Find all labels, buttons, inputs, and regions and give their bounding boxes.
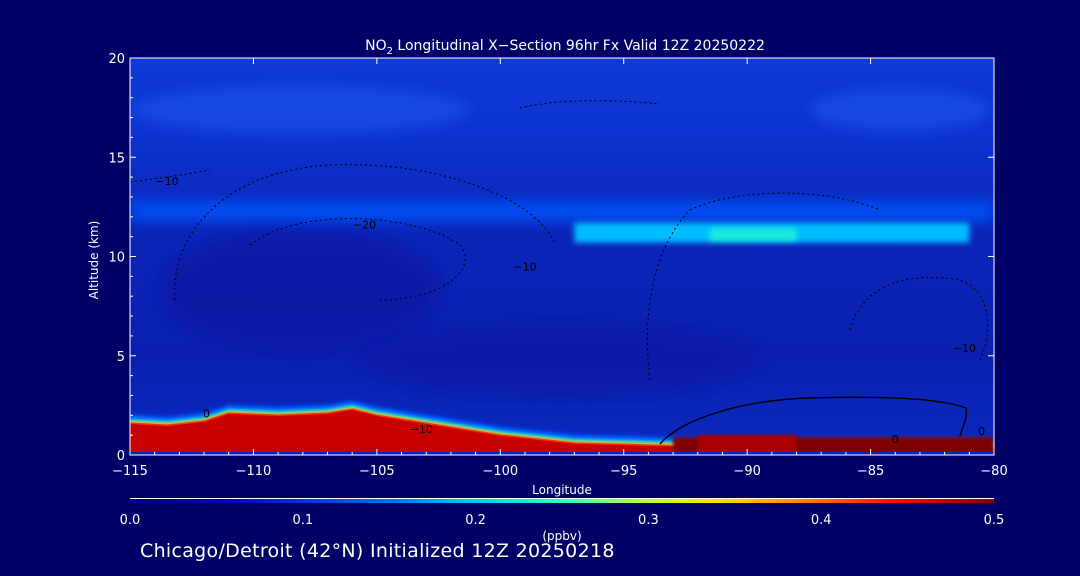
contour-line xyxy=(174,164,556,301)
x-tick-label: −105 xyxy=(359,464,395,479)
contour-layer xyxy=(130,100,989,445)
x-axis-label: Longitude xyxy=(532,483,592,497)
concentration-band xyxy=(130,199,994,222)
x-tick-label: −115 xyxy=(112,464,148,479)
pbl-layer xyxy=(130,400,994,455)
y-tick-label: 15 xyxy=(108,151,125,166)
x-tick-label: −100 xyxy=(482,464,518,479)
y-tick-label: 20 xyxy=(108,52,125,67)
contour-line xyxy=(519,100,661,109)
contour-label-layer: −10 −20 −10 −10 −10 0 0 0 xyxy=(155,175,985,446)
contour-label: −10 xyxy=(155,175,178,188)
contour-label: 0 xyxy=(203,407,210,420)
surface-layer xyxy=(130,409,994,455)
surface-maximum xyxy=(697,435,797,455)
x-tick-label: −90 xyxy=(733,464,760,479)
contour-label: −10 xyxy=(513,260,536,273)
ground-strip xyxy=(130,452,994,455)
colorbar-gradient xyxy=(130,499,994,503)
colorbar-tick-label: 0.1 xyxy=(292,513,313,528)
field-high-region xyxy=(130,85,470,135)
contour-line xyxy=(659,396,968,445)
contour-label: −20 xyxy=(353,219,376,232)
contour-label: 0 xyxy=(978,425,985,438)
contour-line xyxy=(646,192,881,381)
colorbar: 0.0 0.1 0.2 0.3 0.4 0.5 (ppbv) xyxy=(120,498,1005,543)
x-tick-label: −95 xyxy=(610,464,637,479)
colorbar-tick-label: 0.4 xyxy=(811,513,832,528)
colorbar-units: (ppbv) xyxy=(542,529,581,543)
field-high-region xyxy=(810,88,990,132)
contour-label: 0 xyxy=(892,433,899,446)
x-tick-label: −110 xyxy=(236,464,272,479)
field-low-region xyxy=(360,325,760,395)
contour-label: −10 xyxy=(410,423,433,436)
colorbar-ticks: 0.0 0.1 0.2 0.3 0.4 0.5 xyxy=(120,513,1005,528)
x-axis: −115 −110 −105 −100 −95 −90 −85 −80 xyxy=(112,58,1008,479)
chart-title: NO2 Longitudinal X−Section 96hr Fx Valid… xyxy=(365,38,765,57)
y-axis-label: Altitude (km) xyxy=(87,221,101,300)
plot-area: −10 −20 −10 −10 −10 0 0 0 xyxy=(130,58,994,455)
contour-label: −10 xyxy=(953,342,976,355)
x-tick-label: −85 xyxy=(857,464,884,479)
colorbar-tick-label: 0.3 xyxy=(638,513,659,528)
caption: Chicago/Detroit (42°N) Initialized 12Z 2… xyxy=(140,540,615,562)
y-axis: 0 5 10 15 20 xyxy=(108,52,994,464)
concentration-band xyxy=(710,228,797,241)
colorbar-tick-label: 0.0 xyxy=(120,513,141,528)
colorbar-tick-label: 0.5 xyxy=(984,513,1005,528)
contour-line xyxy=(249,218,466,301)
y-tick-label: 0 xyxy=(117,449,125,464)
field-low-region xyxy=(160,230,440,350)
band-layer xyxy=(130,199,994,243)
y-tick-label: 5 xyxy=(117,350,125,365)
y-tick-label: 10 xyxy=(108,251,125,266)
x-tick-label: −80 xyxy=(980,464,1007,479)
colorbar-tick-label: 0.2 xyxy=(465,513,486,528)
